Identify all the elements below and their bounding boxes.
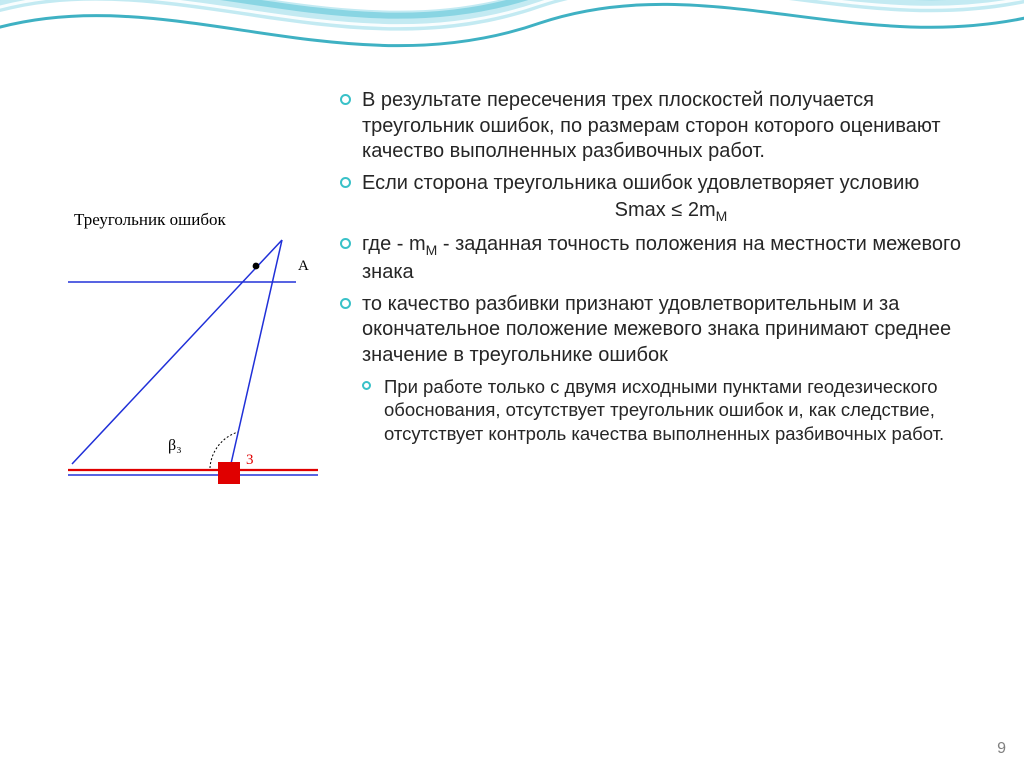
slide: Треугольник ошибок А β₃ 3 [0, 0, 1024, 768]
sub-bullet-1: При работе только с двумя исходными пунк… [362, 375, 980, 446]
b3-post: - заданная точность положения на местнос… [362, 233, 961, 283]
page-number: 9 [997, 740, 1006, 758]
error-triangle-figure: Треугольник ошибок А β₃ 3 [68, 210, 318, 500]
label-station-3: 3 [246, 452, 254, 468]
bullet-3: где - mМ - заданная точность положения н… [340, 232, 980, 286]
b3-sub: М [426, 242, 438, 258]
label-beta: β₃ [168, 437, 182, 454]
formula-text: Smax ≤ 2m [615, 199, 716, 221]
b3-pre: где - m [362, 233, 426, 255]
top-wave-decor [0, 0, 1024, 88]
formula-sub: М [716, 208, 728, 224]
content-block: В результате пересечения трех плоскостей… [340, 88, 980, 446]
label-a: А [298, 258, 309, 274]
bullet-2-formula: Smax ≤ 2mМ [362, 198, 980, 226]
bullet-2: Если сторона треугольника ошибок удовлет… [340, 171, 980, 227]
bullet-1: В результате пересечения трех плоскостей… [340, 88, 980, 165]
figure-svg: А β₃ 3 [68, 210, 318, 500]
bullet-2-lead: Если сторона треугольника ошибок удовлет… [362, 172, 919, 194]
bullet-list: В результате пересечения трех плоскостей… [340, 88, 980, 369]
sub-bullet-list: При работе только с двумя исходными пунк… [362, 375, 980, 446]
bullet-4: то качество разбивки признают удовлетвор… [340, 292, 980, 369]
